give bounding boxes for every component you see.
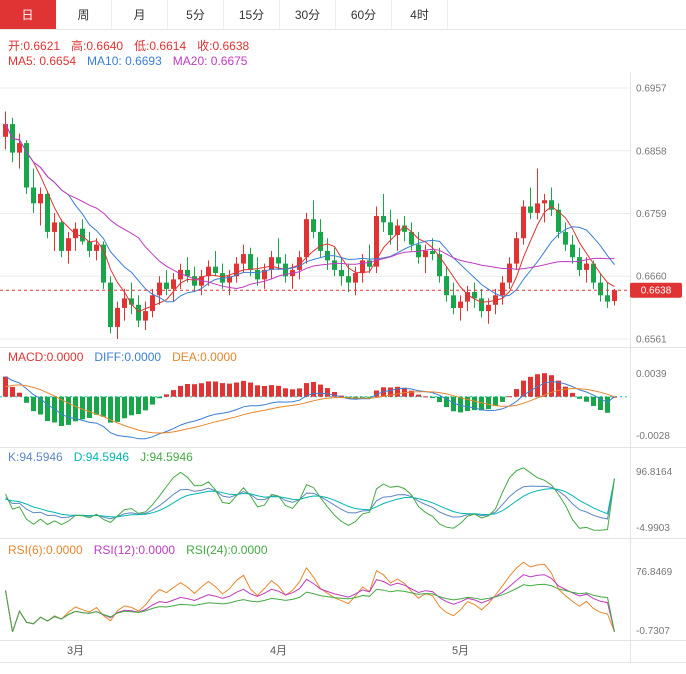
x-axis-label: 4月 [270, 645, 287, 657]
quote-line-item: 低:0.6614 [134, 39, 187, 53]
candles [3, 111, 617, 339]
y-axis-label: 76.8469 [636, 567, 673, 578]
y-axis-label: 0.0039 [636, 369, 667, 380]
macd-header-item: DEA:0.0000 [172, 350, 237, 364]
tab-30分[interactable]: 30分 [280, 0, 336, 29]
quote-line-item: 收:0.6638 [197, 39, 250, 53]
last-price-badge: 0.6638 [630, 282, 682, 298]
macd-header-item: MACD:0.0000 [8, 350, 84, 364]
x-axis-label: 3月 [67, 645, 84, 657]
d-line [5, 478, 615, 518]
ma5-line [5, 123, 615, 313]
y-axis-label: 0.6660 [636, 272, 667, 283]
kdj-header-item: J:94.5946 [140, 450, 193, 464]
ma-header-item: MA10: 0.6693 [87, 54, 162, 68]
tab-日[interactable]: 日 [0, 0, 56, 29]
kdj-header-item: K:94.5946 [8, 450, 63, 464]
toolbar-tabs: 日周月 5分 15分 30分 60分 4时 [0, 0, 686, 29]
kdj-header: K:94.5946 D:94.5946 J:94.5946 [8, 450, 204, 464]
macd-header: MACD:0.0000 DIFF:0.0000 DEA:0.0000 [8, 350, 248, 364]
ma-header-item: MA20: 0.6675 [172, 54, 248, 68]
y-axis-label: -0.7307 [636, 626, 670, 637]
y-axis-label: 0.6858 [636, 146, 667, 157]
diff-line [5, 376, 615, 440]
rsi-header-item: RSI(12):0.0000 [93, 543, 176, 557]
y-axis-label: 0.6957 [636, 84, 667, 95]
tab-月[interactable]: 月 [112, 0, 168, 29]
rsi6-line [5, 561, 615, 632]
tab-60分[interactable]: 60分 [336, 0, 392, 29]
x-axis-label: 5月 [452, 645, 469, 657]
ma10-line [5, 123, 615, 303]
svg-text:0.6638: 0.6638 [641, 286, 672, 297]
tab-4时[interactable]: 4时 [392, 0, 448, 29]
rsi-header-item: RSI(6):0.0000 [8, 543, 83, 557]
tab-15分[interactable]: 15分 [224, 0, 280, 29]
y-axis-label: -0.0028 [636, 431, 670, 442]
ma20-line [5, 123, 615, 290]
k-line [5, 478, 615, 520]
kdj-header-item: D:94.5946 [73, 450, 130, 464]
ma-header-item: MA5: 0.6654 [8, 54, 77, 68]
y-axis-label: 96.8164 [636, 467, 673, 478]
quote-line-item: 开:0.6621 [8, 39, 61, 53]
macd-header-item: DIFF:0.0000 [94, 350, 162, 364]
y-axis-label: 0.6561 [636, 335, 667, 346]
y-axis-label: 0.6759 [636, 209, 667, 220]
toolbar: 日周月 5分 15分 30分 60分 4时 [0, 0, 686, 30]
quote-line-item: 高:0.6640 [71, 39, 124, 53]
dea-line [5, 384, 615, 434]
macd-histogram [3, 373, 617, 426]
ma-header: MA5: 0.6654 MA10: 0.6693 MA20: 0.6675 [8, 54, 258, 68]
tab-周[interactable]: 周 [56, 0, 112, 29]
y-axis-label: -4.9903 [636, 523, 670, 534]
rsi-header: RSI(6):0.0000 RSI(12):0.0000 RSI(24):0.000… [8, 543, 279, 557]
rsi12-line [5, 574, 615, 632]
tab-5分[interactable]: 5分 [168, 0, 224, 29]
rsi-header-item: RSI(24):0.0000 [186, 543, 268, 557]
rsi24-line [5, 583, 615, 632]
quote-line: 开:0.6621 高:0.6640 低:0.6614 收:0.6638 [8, 37, 260, 54]
j-line [5, 467, 615, 531]
